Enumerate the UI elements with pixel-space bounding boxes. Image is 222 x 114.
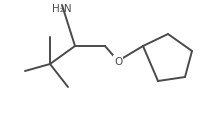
Text: O: O — [114, 57, 122, 66]
Text: H₂N: H₂N — [52, 4, 72, 14]
